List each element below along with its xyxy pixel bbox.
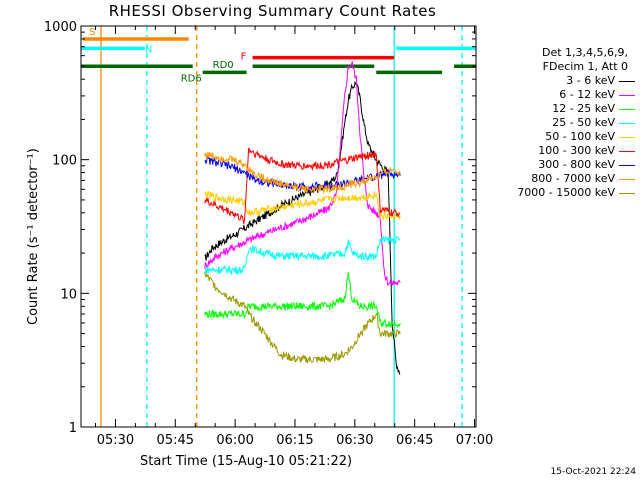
x-tick-label: 06:45 [396, 433, 433, 448]
legend-swatch [619, 192, 635, 194]
timestamp-stamp: 15-Oct-2021 22:24 [550, 467, 636, 477]
legend-entry-label: 7000 - 15000 keV [517, 186, 615, 199]
legend-entry: 7000 - 15000 keV [483, 186, 638, 200]
legend-entry-label: 6 - 12 keV [559, 88, 615, 101]
legend-entry-label: 25 - 50 keV [552, 116, 615, 129]
x-tick-label: 06:00 [216, 433, 253, 448]
legend-entry-label: 50 - 100 keV [545, 130, 615, 143]
y-tick-label: 1 [69, 421, 77, 436]
plot-frame [80, 25, 477, 428]
legend-swatch [619, 150, 635, 152]
legend-swatch [619, 122, 635, 124]
legend-entry-label: 300 - 800 keV [538, 158, 615, 171]
attenuator-label-rd6: RD6 [181, 73, 202, 84]
chart-title: RHESSI Observing Summary Count Rates [108, 2, 437, 20]
legend-swatch [619, 94, 635, 96]
attenuator-label-n: N [145, 44, 152, 55]
legend-entry: 300 - 800 keV [483, 158, 638, 172]
series-line-7000-15000-kev [204, 271, 401, 364]
legend-entry-label: 3 - 6 keV [566, 74, 615, 87]
legend-swatch [619, 136, 635, 138]
axes: 1 10 100 1000 05:30 05:45 06:00 06:15 06:30 06:45… [44, 20, 493, 448]
legend-entry-label: 12 - 25 keV [552, 102, 615, 115]
attenuator-label-s: S [89, 27, 95, 38]
series-line-300-800-kev [204, 156, 401, 192]
series-layer [204, 61, 401, 375]
legend-header-line-1: Det 1,3,4,5,6,9, [541, 46, 628, 59]
legend-swatch [619, 164, 635, 166]
series-line-6-12-kev [204, 61, 401, 287]
vertical-markers [100, 26, 463, 427]
y-axis-label: Count Rate (s⁻¹ detector⁻¹) [26, 148, 41, 325]
series-line-50-100-kev [204, 190, 401, 221]
y-tick-label: 10 [60, 287, 77, 302]
x-tick-label: 07:00 [456, 433, 493, 448]
attenuator-label-rd0: RD0 [213, 60, 234, 71]
legend-entry: 50 - 100 keV [483, 130, 638, 144]
legend-entry-label: 100 - 300 keV [538, 144, 615, 157]
series-line-100-300-kev [204, 147, 401, 224]
series-line-3-6-kev [204, 80, 401, 375]
x-tick-label: 05:45 [157, 433, 194, 448]
legend: Det 1,3,4,5,6,9, FDecim 1, Att 0 3 - 6 k… [483, 46, 638, 200]
legend-swatch [619, 80, 635, 82]
legend-swatch [619, 108, 635, 110]
series-line-800-7000-kev [204, 151, 401, 195]
x-tick-label: 06:15 [276, 433, 313, 448]
legend-swatch [619, 178, 635, 180]
legend-header-line-2: FDecim 1, Att 0 [542, 60, 628, 73]
attenuator-label-f: F [241, 52, 247, 63]
series-line-12-25-kev [204, 272, 401, 329]
x-axis-label: Start Time (15-Aug-10 05:21:22) [140, 454, 353, 469]
legend-entry-label: 800 - 7000 keV [531, 172, 615, 185]
series-line-25-50-kev [204, 234, 401, 276]
y-tick-label: 1000 [44, 20, 77, 35]
legend-entry: 800 - 7000 keV [483, 172, 638, 186]
attenuator-bars: S N F RD0 RD6 [81, 27, 476, 84]
legend-entry: 100 - 300 keV [483, 144, 638, 158]
legend-entry: 3 - 6 keV [483, 74, 638, 88]
x-tick-label: 05:30 [97, 433, 134, 448]
y-tick-label: 100 [52, 154, 77, 169]
legend-entries: 3 - 6 keV 6 - 12 keV 12 - 25 keV 25 - 50 ke… [483, 74, 638, 200]
legend-entry: 25 - 50 keV [483, 116, 638, 130]
x-tick-label: 06:30 [336, 433, 373, 448]
legend-entry: 6 - 12 keV [483, 88, 638, 102]
legend-entry: 12 - 25 keV [483, 102, 638, 116]
